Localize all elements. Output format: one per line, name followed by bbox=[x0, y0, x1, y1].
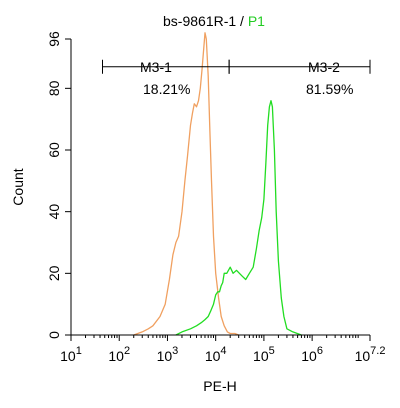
gate-name-1: M3-1 bbox=[140, 59, 172, 75]
x-tick-base: 10 bbox=[205, 348, 221, 364]
x-tick-label-6: 107.2 bbox=[355, 345, 386, 364]
x-tick-exp: 7.2 bbox=[370, 345, 385, 357]
x-tick-label-3: 104 bbox=[205, 345, 227, 364]
x-tick-base: 10 bbox=[157, 348, 173, 364]
title-sample: bs-9861R-1 bbox=[163, 13, 236, 29]
gate-percent-2: 81.59% bbox=[306, 81, 353, 97]
x-tick-label-4: 105 bbox=[253, 345, 275, 364]
x-axis-label: PE-H bbox=[203, 378, 236, 394]
y-tick-label-20: 20 bbox=[46, 265, 62, 281]
y-tick-label-0: 0 bbox=[46, 331, 62, 339]
x-tick-label-1: 102 bbox=[108, 345, 130, 364]
x-tick-label-0: 101 bbox=[60, 345, 82, 364]
y-axis-label: Count bbox=[10, 168, 26, 205]
y-tick-label-40: 40 bbox=[46, 204, 62, 220]
x-tick-exp: 2 bbox=[124, 345, 130, 357]
title-separator: / bbox=[236, 13, 248, 29]
chart-title: bs-9861R-1 / P1 bbox=[163, 13, 265, 29]
x-tick-label-2: 103 bbox=[157, 345, 179, 364]
y-tick-layer: 0 20 40 60 80 96 bbox=[46, 31, 71, 339]
x-tick-label-5: 106 bbox=[301, 345, 323, 364]
gate-percent-1: 18.21% bbox=[143, 81, 190, 97]
x-tick-base: 10 bbox=[253, 348, 269, 364]
x-tick-exp: 1 bbox=[76, 345, 82, 357]
series-line-2 bbox=[175, 100, 302, 336]
gate-layer: M3-1 18.21% M3-2 81.59% bbox=[102, 59, 371, 97]
x-tick-layer: 101 102 103 104 105 106 107.2 bbox=[60, 335, 385, 364]
y-tick-label-80: 80 bbox=[46, 80, 62, 96]
y-tick-label-60: 60 bbox=[46, 142, 62, 158]
x-tick-exp: 4 bbox=[220, 345, 226, 357]
x-tick-exp: 3 bbox=[172, 345, 178, 357]
x-tick-base: 10 bbox=[355, 348, 371, 364]
x-tick-exp: 5 bbox=[269, 345, 275, 357]
x-tick-base: 10 bbox=[301, 348, 317, 364]
x-tick-exp: 6 bbox=[317, 345, 323, 357]
series-line-1 bbox=[133, 32, 239, 336]
title-gate: P1 bbox=[248, 13, 265, 29]
y-tick-label-96: 96 bbox=[46, 31, 62, 47]
gate-name-2: M3-2 bbox=[308, 59, 340, 75]
series-layer bbox=[133, 32, 302, 336]
x-tick-base: 10 bbox=[108, 348, 124, 364]
x-tick-base: 10 bbox=[60, 348, 76, 364]
